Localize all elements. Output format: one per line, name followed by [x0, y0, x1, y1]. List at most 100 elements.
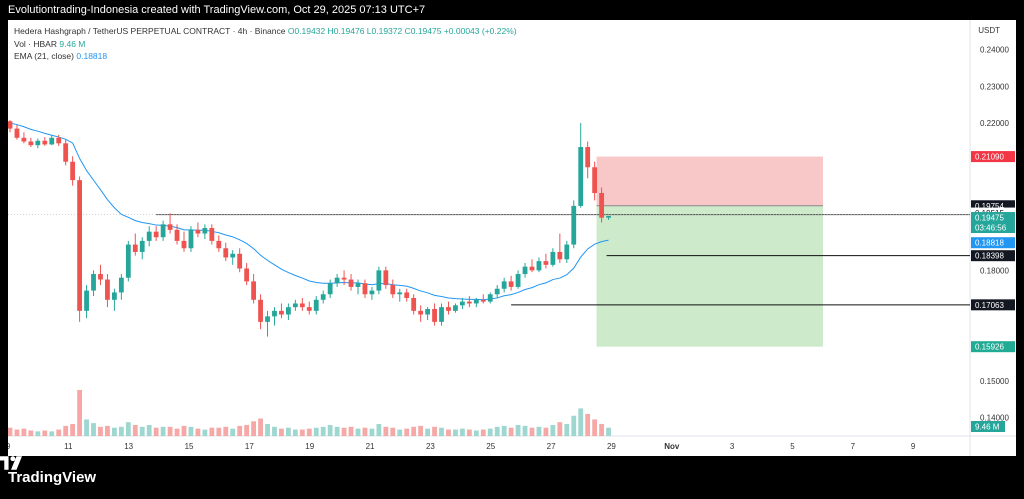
candle-body	[147, 232, 152, 241]
volume-label: Vol · HBAR	[14, 39, 57, 49]
x-tick-label: 27	[547, 442, 556, 451]
candle-body	[230, 254, 235, 258]
volume-bar	[349, 427, 354, 436]
price-chart[interactable]: 0.24000 0.23000 0.22000 0.18000 0.15000 0.140…	[8, 20, 1016, 456]
volume-bar	[98, 427, 103, 436]
volume-bar	[112, 428, 117, 436]
volume-bar	[42, 430, 47, 436]
volume-bar	[370, 429, 375, 436]
volume-bar	[244, 425, 249, 436]
volume-bar	[481, 430, 486, 436]
volume-bar	[550, 425, 555, 436]
price-tag-label: 0.18818	[975, 239, 1004, 248]
candle-body	[314, 300, 319, 311]
candle-body	[502, 281, 507, 288]
volume-bar	[321, 427, 326, 436]
tradingview-logo-icon	[0, 456, 22, 470]
candle-body	[537, 261, 542, 270]
volume-bar	[564, 424, 569, 436]
price-tag-label: 0.17063	[975, 301, 1004, 310]
x-tick-label: 13	[124, 442, 133, 451]
candle-body	[432, 309, 437, 322]
candle-body	[495, 289, 500, 295]
x-tick-label: 21	[366, 442, 375, 451]
volume-bar	[363, 428, 368, 436]
candle-body	[272, 311, 277, 317]
volume-bar	[161, 427, 166, 436]
candle-body	[168, 224, 173, 230]
candle-body	[523, 267, 528, 274]
chart-panel[interactable]: 0.24000 0.23000 0.22000 0.18000 0.15000 0.140…	[8, 20, 1016, 456]
y-tick-label: 0.22000	[980, 119, 1009, 128]
candle-body	[557, 252, 562, 259]
candle-body	[161, 224, 166, 237]
volume-bar	[279, 429, 284, 436]
price-tag-label: 0.18398	[975, 252, 1004, 261]
volume-bar	[516, 425, 521, 436]
volume-bar	[488, 429, 493, 436]
y-tick-label: 0.15000	[980, 377, 1009, 386]
currency-unit[interactable]: USDT	[978, 26, 1000, 35]
candle-body	[300, 303, 305, 307]
volume-bar	[328, 425, 333, 436]
candle-body	[28, 141, 33, 145]
volume-bar	[585, 414, 590, 436]
candle-body	[35, 141, 40, 145]
candle-body	[49, 138, 54, 145]
candle-body	[77, 180, 82, 311]
candle-body	[585, 147, 590, 167]
candle-body	[307, 307, 312, 311]
volume-bar	[335, 427, 340, 436]
volume-bar	[390, 428, 395, 436]
candle-body	[237, 254, 242, 269]
candle-body	[119, 278, 124, 293]
ema-label: EMA (21, close)	[14, 51, 74, 61]
volume-bar	[460, 429, 465, 436]
volume-bar	[571, 416, 576, 436]
candle-body	[42, 141, 47, 145]
volume-bar	[599, 424, 604, 436]
tradingview-logo[interactable]: TradingView	[8, 469, 96, 486]
ema-line	[10, 123, 609, 300]
candle-body	[70, 162, 75, 180]
ema-value: 0.18818	[76, 51, 107, 61]
stop-loss-zone	[597, 157, 823, 206]
candle-body	[335, 278, 340, 284]
candle-body	[175, 230, 180, 241]
candle-body	[196, 230, 201, 234]
volume-bar	[223, 427, 228, 436]
x-tick-label: 29	[607, 442, 616, 451]
legend-volume-row[interactable]: Vol · HBAR 9.46 M	[14, 38, 517, 51]
volume-bar	[592, 419, 597, 436]
candle-body	[244, 268, 249, 281]
candle-body	[223, 248, 228, 257]
x-tick-label: Nov	[664, 442, 680, 451]
price-tag-label: 0.19475	[975, 214, 1004, 223]
volume-bar	[175, 429, 180, 436]
y-tick-label: 0.23000	[980, 82, 1009, 91]
candle-body	[265, 316, 270, 322]
candle-body	[606, 216, 611, 218]
volume-bar	[119, 427, 124, 436]
candle-body	[342, 278, 347, 280]
volume-bar	[49, 431, 54, 436]
ohlc-values: O0.19432 H0.19476 L0.19372 C0.19475 +0.0…	[288, 26, 517, 36]
volume-bar	[557, 422, 562, 436]
volume-bar	[15, 430, 20, 436]
volume-bar	[28, 430, 33, 436]
volume-bar	[530, 428, 535, 436]
candle-body	[105, 280, 110, 300]
volume-bar	[258, 419, 263, 436]
candle-body	[446, 307, 451, 311]
candle-body	[126, 245, 131, 278]
legend-ema-row[interactable]: EMA (21, close) 0.18818	[14, 50, 517, 63]
volume-bar	[383, 427, 388, 436]
candle-body	[154, 232, 159, 238]
volume-bar	[418, 426, 423, 436]
volume-bar	[523, 426, 528, 436]
volume-bar	[453, 430, 458, 436]
chart-caption: Evolutiontrading-Indonesia created with …	[0, 0, 1024, 20]
symbol-label[interactable]: Hedera Hashgraph / TetherUS PERPETUAL CO…	[14, 26, 285, 36]
candle-body	[404, 292, 409, 298]
volume-bar	[376, 424, 381, 436]
